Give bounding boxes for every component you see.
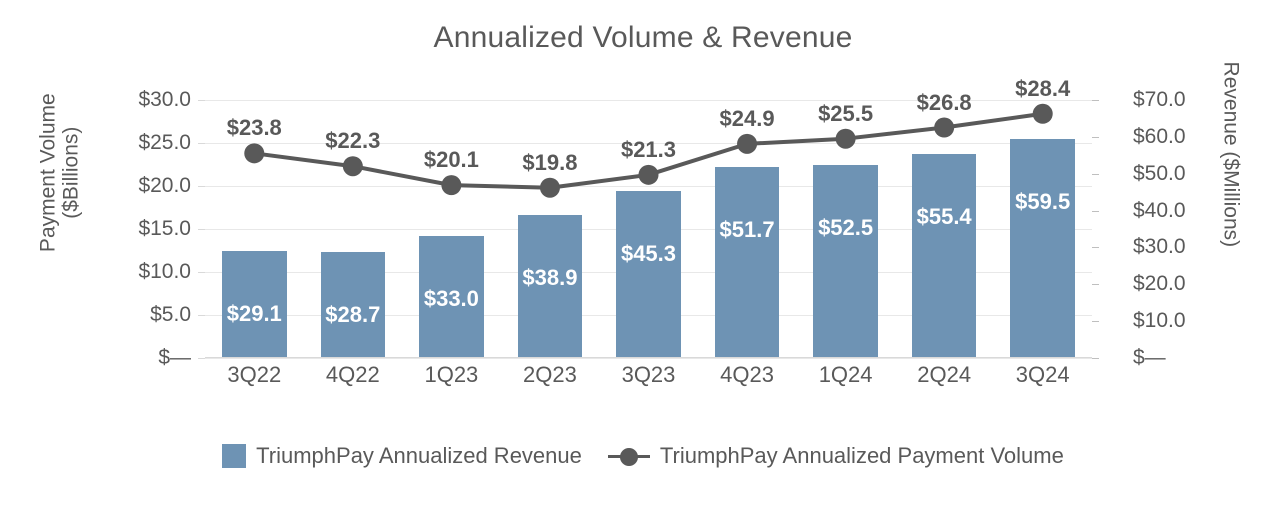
- left-axis-tick-mark: [198, 229, 205, 230]
- gridline: [205, 358, 1092, 359]
- left-axis-tick-label: $20.0: [138, 174, 191, 197]
- left-axis-tick-mark: [198, 186, 205, 187]
- left-axis-tick-label: $30.0: [138, 88, 191, 111]
- bar-value-label: $29.1: [226, 300, 282, 326]
- legend-item-label: TriumphPay Annualized Revenue: [256, 443, 582, 468]
- right-axis-tick-label: $10.0: [1133, 309, 1186, 333]
- line-value-label: $25.5: [818, 100, 874, 126]
- legend-item[interactable]: TriumphPay Annualized Payment Volume: [607, 443, 1064, 469]
- bar[interactable]: [911, 153, 977, 358]
- right-axis-tick-label: $50.0: [1133, 161, 1186, 185]
- right-axis-tick-mark: [1092, 321, 1099, 323]
- legend-square-icon: [222, 444, 247, 468]
- bar-value-label: $51.7: [719, 217, 775, 243]
- bar[interactable]: [714, 167, 780, 358]
- plot-area: [198, 100, 1099, 359]
- line-marker[interactable]: [539, 177, 560, 198]
- right-axis-tick-label: $—: [1133, 346, 1166, 369]
- x-axis-category-label: 2Q24: [917, 362, 972, 387]
- legend-line-circle-icon: [607, 444, 650, 468]
- right-axis-tick-mark: [1092, 284, 1099, 286]
- line-value-label: $22.3: [325, 128, 381, 154]
- chart-title: Annualized Volume & Revenue: [433, 21, 853, 54]
- gridline: [205, 100, 1092, 101]
- bar-value-label: $52.5: [818, 214, 874, 240]
- right-axis-tick-label: $20.0: [1133, 272, 1186, 296]
- chart-legend: TriumphPay Annualized Revenue TriumphPay …: [0, 443, 1286, 469]
- line-marker[interactable]: [1032, 103, 1053, 124]
- left-axis-tick-label: $15.0: [138, 217, 191, 240]
- left-axis-tick-mark: [198, 315, 205, 316]
- legend-item[interactable]: TriumphPay Annualized Revenue: [222, 443, 582, 469]
- line-series: [244, 103, 1053, 198]
- gridline: [205, 186, 1092, 187]
- bar[interactable]: [222, 250, 287, 358]
- right-axis-tick-label: $70.0: [1133, 88, 1186, 111]
- line-marker[interactable]: [244, 143, 265, 164]
- bar-value-label: $59.5: [1015, 188, 1071, 214]
- x-axis-category-label: 2Q23: [523, 362, 577, 387]
- left-axis-tick-label: $—: [158, 346, 191, 369]
- right-axis-tick-label: $30.0: [1133, 235, 1186, 259]
- x-axis-category-label: 4Q22: [325, 362, 380, 387]
- x-axis-category-label: 4Q23: [720, 362, 774, 387]
- x-axis-category-label: 3Q22: [227, 362, 282, 387]
- line-value-label: $19.8: [522, 149, 578, 175]
- left-axis-tick-mark: [198, 143, 205, 144]
- left-axis-title-line1: Payment Volume: [36, 93, 60, 253]
- bar-value-label: $55.4: [916, 203, 972, 229]
- right-axis-tick-mark: [1092, 136, 1099, 138]
- bar[interactable]: [517, 214, 583, 358]
- line-marker[interactable]: [934, 117, 955, 138]
- left-axis-tick-label: $10.0: [138, 260, 191, 283]
- bar[interactable]: [320, 252, 386, 358]
- right-axis-tick-mark: [1092, 173, 1099, 175]
- right-axis-tick-mark: [1092, 247, 1099, 249]
- x-axis-category-label: 3Q24: [1015, 362, 1070, 387]
- x-axis-category-label: 3Q23: [621, 362, 676, 387]
- left-axis-tick-mark: [198, 272, 205, 273]
- bar-value-label: $28.7: [325, 302, 381, 328]
- right-axis-tick-mark: [1092, 100, 1099, 101]
- bar-value-label: $33.0: [423, 286, 479, 312]
- right-axis-tick-label: $60.0: [1133, 124, 1186, 148]
- gridline: [205, 143, 1092, 144]
- line-value-label: $24.9: [719, 105, 775, 131]
- line-marker[interactable]: [835, 128, 856, 149]
- bar-value-label: $38.9: [522, 264, 578, 290]
- legend-item-label: TriumphPay Annualized Payment Volume: [659, 443, 1064, 468]
- line-value-label: $28.4: [1015, 75, 1071, 101]
- line-value-label: $21.3: [620, 136, 677, 162]
- x-axis-line: [205, 357, 1092, 358]
- line-value-label: $20.1: [423, 147, 479, 173]
- bar[interactable]: [813, 164, 878, 358]
- line-marker[interactable]: [638, 164, 659, 185]
- left-axis-tick-label: $25.0: [138, 131, 191, 154]
- line-marker[interactable]: [737, 133, 758, 154]
- right-axis-tick-label: $40.0: [1133, 198, 1186, 222]
- left-axis-tick-mark: [198, 358, 205, 359]
- bar-value-label: $45.3: [620, 241, 677, 267]
- line-marker[interactable]: [342, 156, 363, 177]
- left-axis-tick-label: $5.0: [150, 303, 191, 326]
- x-axis-category-label: 1Q23: [424, 362, 479, 387]
- line-value-label: $26.8: [916, 89, 972, 115]
- line-marker[interactable]: [441, 175, 462, 196]
- bar[interactable]: [419, 236, 484, 358]
- bar[interactable]: [616, 191, 681, 358]
- x-axis-category-label: 1Q24: [818, 362, 873, 387]
- left-axis-tick-mark: [198, 100, 205, 101]
- line-value-label: $23.8: [226, 115, 282, 141]
- bar[interactable]: [1010, 138, 1075, 358]
- right-axis-tick-mark: [1092, 358, 1099, 359]
- right-axis-tick-mark: [1092, 210, 1099, 212]
